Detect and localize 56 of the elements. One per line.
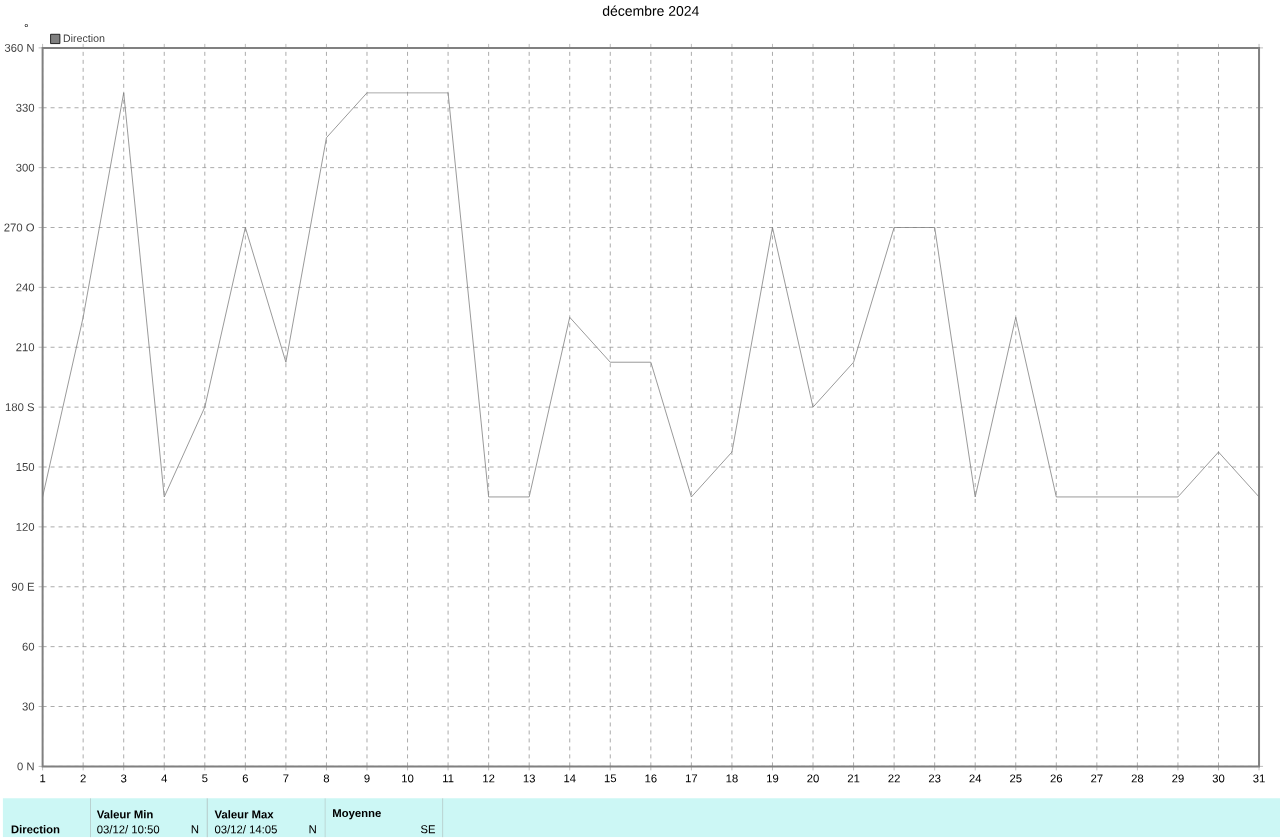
x-tick-label: 5 — [202, 774, 208, 783]
legend-label: Direction — [63, 34, 105, 43]
x-tick-label: 3 — [121, 774, 127, 783]
x-tick-label: 30 — [1212, 774, 1225, 783]
x-tick-label: 7 — [283, 774, 289, 783]
y-tick-label: 0 N — [17, 762, 34, 771]
x-tick-label: 8 — [323, 774, 330, 783]
text: N — [191, 825, 199, 834]
text: Direction — [11, 825, 60, 834]
x-tick-label: 17 — [685, 774, 698, 783]
x-tick-label: 9 — [364, 774, 370, 783]
y-axis-title: ° — [24, 24, 28, 28]
y-tick-label: 180 S — [5, 403, 35, 412]
x-tick-label: 10 — [402, 774, 414, 783]
y-tick-label: 210 — [16, 343, 35, 352]
x-tick-label: 16 — [645, 774, 657, 783]
x-tick-label: 12 — [483, 774, 495, 783]
chart-title: décembre 2024 — [602, 5, 699, 17]
x-tick-label: 23 — [928, 774, 941, 783]
text: SE — [420, 825, 436, 834]
x-tick-label: 28 — [1131, 774, 1144, 783]
x-tick-label: 19 — [767, 774, 779, 783]
y-tick-label: 360 N — [4, 44, 34, 53]
x-tick-label: 14 — [564, 774, 576, 783]
y-tick-label: 300 — [16, 163, 35, 172]
y-tick-label: 60 — [22, 642, 35, 651]
x-tick-label: 2 — [80, 774, 86, 783]
text: Moyenne — [333, 809, 381, 820]
x-tick-label: 27 — [1091, 774, 1103, 783]
x-tick-label: 18 — [726, 774, 738, 783]
y-tick-label: 120 — [16, 523, 35, 532]
y-tick-label: 270 O — [4, 223, 35, 232]
text: 03/12/ 10:50 — [97, 825, 160, 834]
x-tick-label: 26 — [1050, 774, 1063, 783]
x-tick-label: 24 — [969, 774, 982, 783]
x-tick-label: 11 — [443, 774, 454, 783]
x-tick-label: 29 — [1172, 774, 1184, 783]
text: Valeur Max — [214, 810, 274, 819]
x-tick-label: 4 — [161, 774, 168, 783]
text: Valeur Min — [96, 810, 153, 819]
x-tick-label: 31 — [1253, 774, 1265, 783]
x-tick-label: 22 — [888, 774, 900, 783]
y-tick-label: 90 E — [11, 583, 35, 592]
y-tick-label: 330 — [16, 104, 35, 113]
x-tick-label: 25 — [1010, 774, 1022, 783]
text: 03/12/ 14:05 — [214, 825, 277, 834]
x-tick-label: 13 — [523, 774, 535, 783]
x-tick-label: 20 — [807, 774, 819, 783]
x-tick-label: 15 — [604, 774, 617, 783]
x-tick-label: 21 — [847, 774, 860, 783]
y-tick-label: 150 — [16, 463, 35, 472]
x-tick-label: 1 — [40, 774, 46, 783]
x-tick-label: 6 — [242, 774, 248, 783]
y-tick-label: 240 — [16, 283, 35, 292]
y-tick-label: 30 — [22, 702, 35, 711]
text: N — [309, 825, 316, 834]
